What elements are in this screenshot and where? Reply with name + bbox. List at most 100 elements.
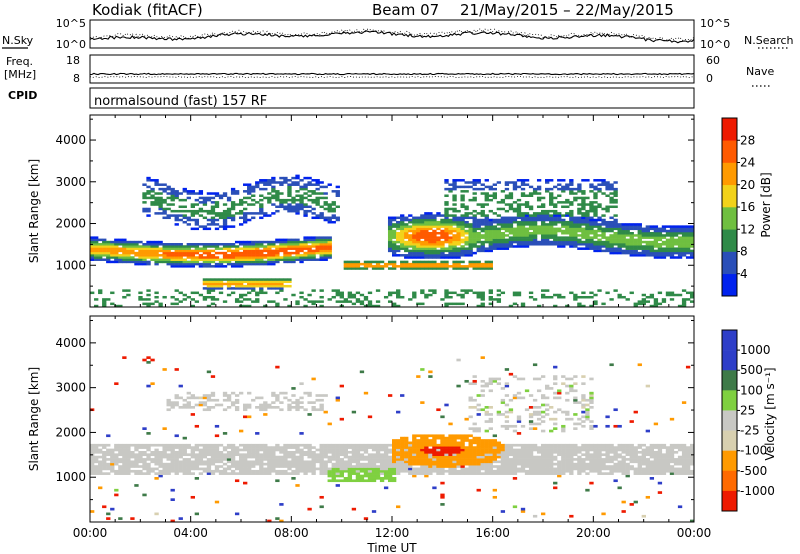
power-cell <box>597 190 602 193</box>
velocity-cell <box>331 443 336 447</box>
power-cell <box>460 179 465 182</box>
velocity-cell <box>142 467 147 471</box>
velocity-cell <box>424 458 429 461</box>
power-cell <box>472 234 477 237</box>
velocity-cell <box>428 453 433 457</box>
power-cell <box>198 196 204 200</box>
velocity-cell <box>206 460 212 464</box>
velocity-cell <box>553 417 558 421</box>
velocity-cell <box>416 443 421 447</box>
power-cell <box>323 251 328 255</box>
power-cell <box>319 214 324 217</box>
power-cell <box>428 227 433 231</box>
power-cell <box>536 179 542 182</box>
velocity-cell <box>432 446 437 449</box>
power-cell <box>561 236 566 239</box>
velocity-cell <box>351 443 357 447</box>
power-cell <box>605 243 610 246</box>
power-cell <box>331 203 336 206</box>
velocity-cell <box>504 467 510 471</box>
velocity-cell <box>170 446 175 449</box>
velocity-cell <box>387 450 393 454</box>
velocity-cell <box>214 403 220 407</box>
velocity-cell <box>194 424 200 428</box>
velocity-cell <box>339 458 344 461</box>
power-cell <box>452 187 457 191</box>
power-cell <box>504 187 510 191</box>
power-cell <box>110 251 115 255</box>
velocity-cell <box>146 462 151 466</box>
power-cell <box>259 249 264 253</box>
velocity-cell <box>496 460 502 464</box>
power-cell <box>267 251 272 255</box>
power-cell <box>597 229 602 233</box>
velocity-cell <box>146 446 151 449</box>
power-cell <box>496 231 502 235</box>
velocity-cell <box>416 446 421 449</box>
velocity-cell <box>323 472 328 475</box>
power-cell <box>512 291 518 295</box>
power-cell <box>110 256 115 259</box>
velocity-cell <box>114 455 119 459</box>
power-cell <box>150 302 155 306</box>
power-cell <box>186 192 191 195</box>
power-cell <box>94 247 99 250</box>
power-cell <box>468 181 473 184</box>
power-cell <box>420 234 425 237</box>
power-cell <box>275 209 280 213</box>
power-cell <box>206 249 212 253</box>
power-cell <box>536 216 542 220</box>
power-cell <box>404 267 409 270</box>
power-cell <box>331 207 336 211</box>
velocity-cell <box>307 453 312 457</box>
power-cell <box>613 223 618 226</box>
power-cell <box>520 236 526 239</box>
velocity-cell <box>524 458 530 461</box>
power-cell <box>319 300 324 303</box>
velocity-cell <box>561 462 566 466</box>
power-cell <box>90 291 95 295</box>
power-cell <box>512 181 518 184</box>
power-cell <box>291 176 296 180</box>
power-cell <box>230 245 236 248</box>
velocity-cell <box>480 472 485 475</box>
power-cell <box>444 260 449 264</box>
power-cell <box>673 293 679 297</box>
power-cell <box>247 256 252 259</box>
velocity-cell <box>234 472 240 475</box>
velocity-cell <box>520 507 526 511</box>
power-cell <box>637 240 642 244</box>
power-cell <box>202 256 208 259</box>
power-cell <box>420 245 425 248</box>
power-cell <box>412 251 417 255</box>
power-cell <box>198 190 204 193</box>
power-cell <box>468 260 473 264</box>
velocity-cell <box>122 469 127 473</box>
velocity-cell <box>170 450 175 454</box>
power-cell <box>291 196 296 200</box>
power-cell <box>122 238 127 242</box>
power-cell <box>291 293 296 297</box>
power-cell <box>476 291 481 295</box>
velocity-cell <box>315 394 320 397</box>
power-cell <box>307 205 312 209</box>
power-cell <box>247 192 252 195</box>
power-cell <box>315 203 320 206</box>
power-cell <box>154 247 159 250</box>
power-cell <box>424 293 429 297</box>
velocity-cell <box>432 458 437 461</box>
velocity-cell <box>540 469 546 473</box>
power-cell <box>649 249 655 253</box>
power-cell <box>589 190 594 193</box>
velocity-cell <box>480 462 485 466</box>
velocity-cell <box>504 453 510 457</box>
power-cell <box>452 185 457 189</box>
power-cell <box>428 249 433 253</box>
power-cell <box>158 254 163 257</box>
power-cell <box>593 302 598 306</box>
velocity-cell <box>114 458 119 461</box>
velocity-cell <box>118 446 123 449</box>
velocity-cell <box>295 443 300 447</box>
power-cell <box>689 229 695 233</box>
velocity-cell <box>122 356 127 359</box>
